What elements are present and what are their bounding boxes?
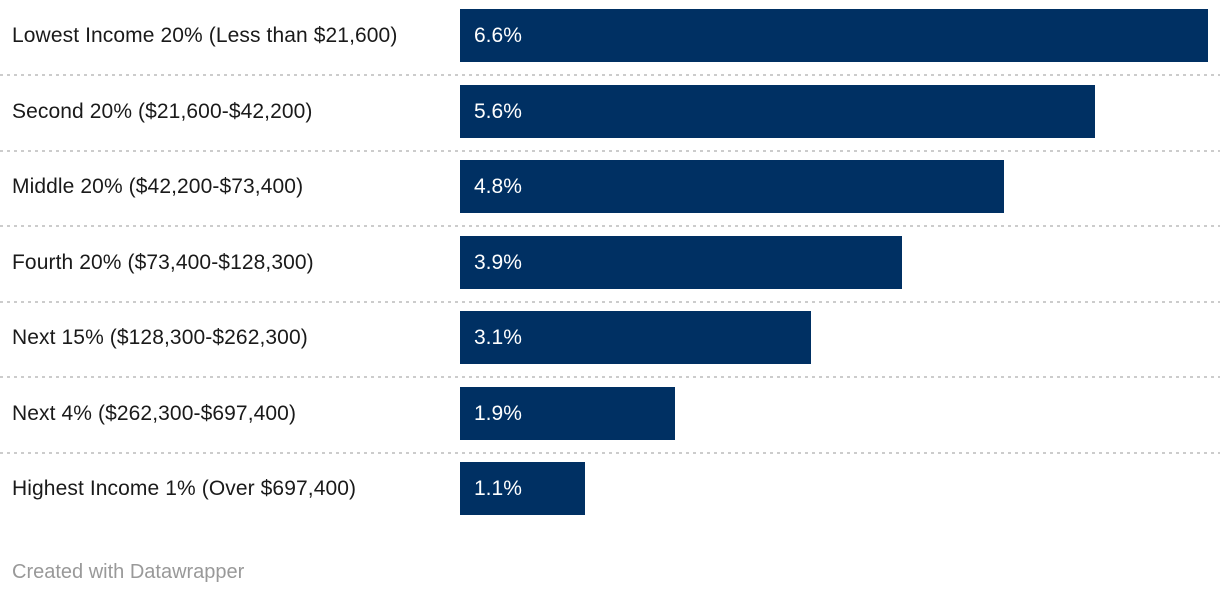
bar-row: Fourth 20% ($73,400-$128,300) 3.9% <box>0 235 1220 289</box>
datawrapper-credit-link[interactable]: Created with Datawrapper <box>12 561 245 583</box>
bar-row: Highest Income 1% (Over $697,400) 1.1% <box>0 462 1220 515</box>
category-label: Fourth 20% ($73,400-$128,300) <box>12 250 314 274</box>
category-label: Middle 20% ($42,200-$73,400) <box>12 175 304 198</box>
row-separator <box>0 74 1220 76</box>
bar[interactable]: 4.8% <box>460 160 1004 213</box>
bar-row: Lowest Income 20% (Less than $21,600) 6.6… <box>0 9 1220 62</box>
bar-row: Second 20% ($21,600-$42,200) 5.6% <box>0 84 1220 138</box>
category-label: Highest Income 1% (Over $697,400) <box>12 477 357 500</box>
bar-value-label: 3.1% <box>474 326 522 349</box>
row-separator <box>0 376 1220 378</box>
bar[interactable]: 1.9% <box>460 386 675 440</box>
bar-row: Middle 20% ($42,200-$73,400) 4.8% <box>0 160 1220 213</box>
category-label: Second 20% ($21,600-$42,200) <box>12 99 313 123</box>
category-label: Next 15% ($128,300-$262,300) <box>12 326 308 349</box>
bar-value-label: 5.6% <box>474 99 522 123</box>
bar[interactable]: 3.1% <box>460 311 811 364</box>
bar-row: Next 15% ($128,300-$262,300) 3.1% <box>0 311 1220 364</box>
bar-value-label: 4.8% <box>474 175 522 198</box>
category-label: Lowest Income 20% (Less than $21,600) <box>12 24 398 47</box>
bar-row: Next 4% ($262,300-$697,400) 1.9% <box>0 386 1220 440</box>
bar-value-label: 3.9% <box>474 250 522 274</box>
row-separator <box>0 300 1220 303</box>
row-separator <box>0 451 1220 454</box>
bar[interactable]: 3.9% <box>460 235 902 289</box>
bar[interactable]: 1.1% <box>460 462 585 515</box>
category-label: Next 4% ($262,300-$697,400) <box>12 401 297 425</box>
row-separator <box>0 149 1220 152</box>
bar-value-label: 1.1% <box>474 477 522 500</box>
bar-value-label: 6.6% <box>474 24 522 47</box>
bar[interactable]: 6.6% <box>460 9 1208 62</box>
row-separator <box>0 225 1220 227</box>
bar[interactable]: 5.6% <box>460 84 1095 138</box>
bar-value-label: 1.9% <box>474 401 522 425</box>
